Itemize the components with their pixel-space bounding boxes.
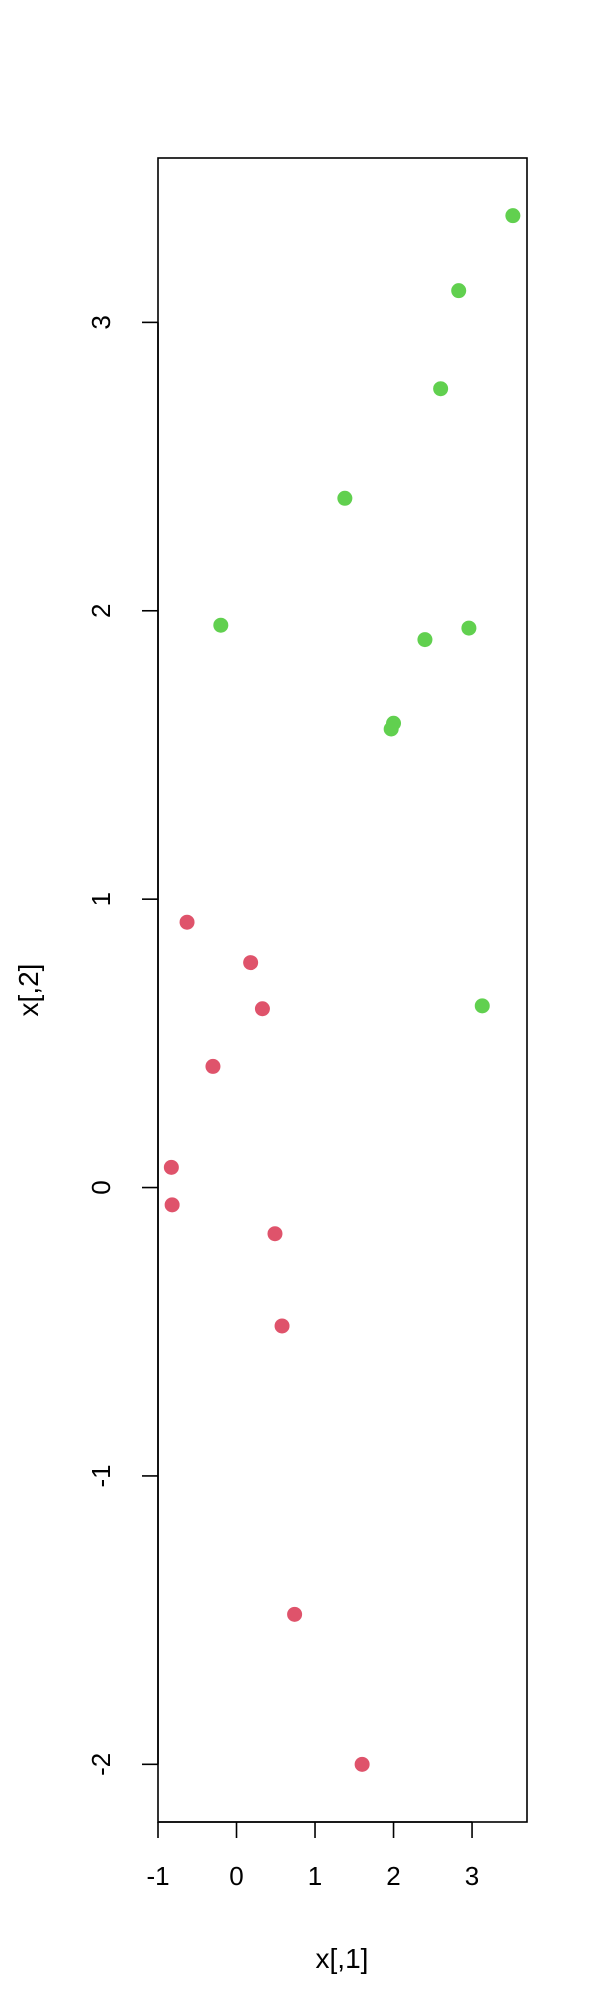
data-point-series-1	[287, 1606, 303, 1622]
y-tick-label: 1	[86, 892, 116, 906]
data-point-series-1	[254, 1001, 270, 1017]
data-point-series-1	[205, 1058, 221, 1074]
data-point-series-2	[474, 998, 490, 1014]
data-point-series-1	[354, 1756, 370, 1772]
y-tick-label: -2	[86, 1753, 116, 1776]
x-tick-label: -1	[146, 1861, 169, 1891]
data-point-series-2	[433, 381, 449, 397]
data-point-series-2	[213, 617, 229, 633]
y-tick-label: 0	[86, 1180, 116, 1194]
data-point-series-2	[383, 721, 399, 737]
data-point-series-2	[417, 632, 433, 648]
data-point-series-1	[164, 1197, 180, 1213]
data-point-series-1	[267, 1226, 283, 1242]
data-point-series-1	[243, 955, 259, 971]
x-tick-label: 2	[386, 1861, 400, 1891]
x-axis-title: x[,1]	[316, 1943, 369, 1974]
y-axis: -2 -1 0 1 2 3	[86, 315, 159, 1776]
y-tick-label: 2	[86, 604, 116, 618]
data-point-series-2	[451, 283, 467, 299]
y-tick-label: 3	[86, 315, 116, 329]
data-point-series-2	[505, 208, 521, 224]
data-point-series-1	[163, 1159, 179, 1175]
x-tick-label: 0	[229, 1861, 243, 1891]
data-point-series-1	[179, 914, 195, 930]
plot-box	[157, 157, 528, 1823]
y-axis-title: x[,2]	[13, 964, 44, 1017]
data-point-series-2	[461, 620, 477, 636]
x-tick-label: 3	[465, 1861, 479, 1891]
data-point-series-2	[337, 490, 353, 506]
data-point-series-1	[274, 1318, 290, 1334]
y-tick-label: -1	[86, 1464, 116, 1487]
data-points	[163, 208, 521, 1772]
x-axis: -1 0 1 2 3	[146, 1821, 479, 1891]
x-tick-label: 1	[308, 1861, 322, 1891]
